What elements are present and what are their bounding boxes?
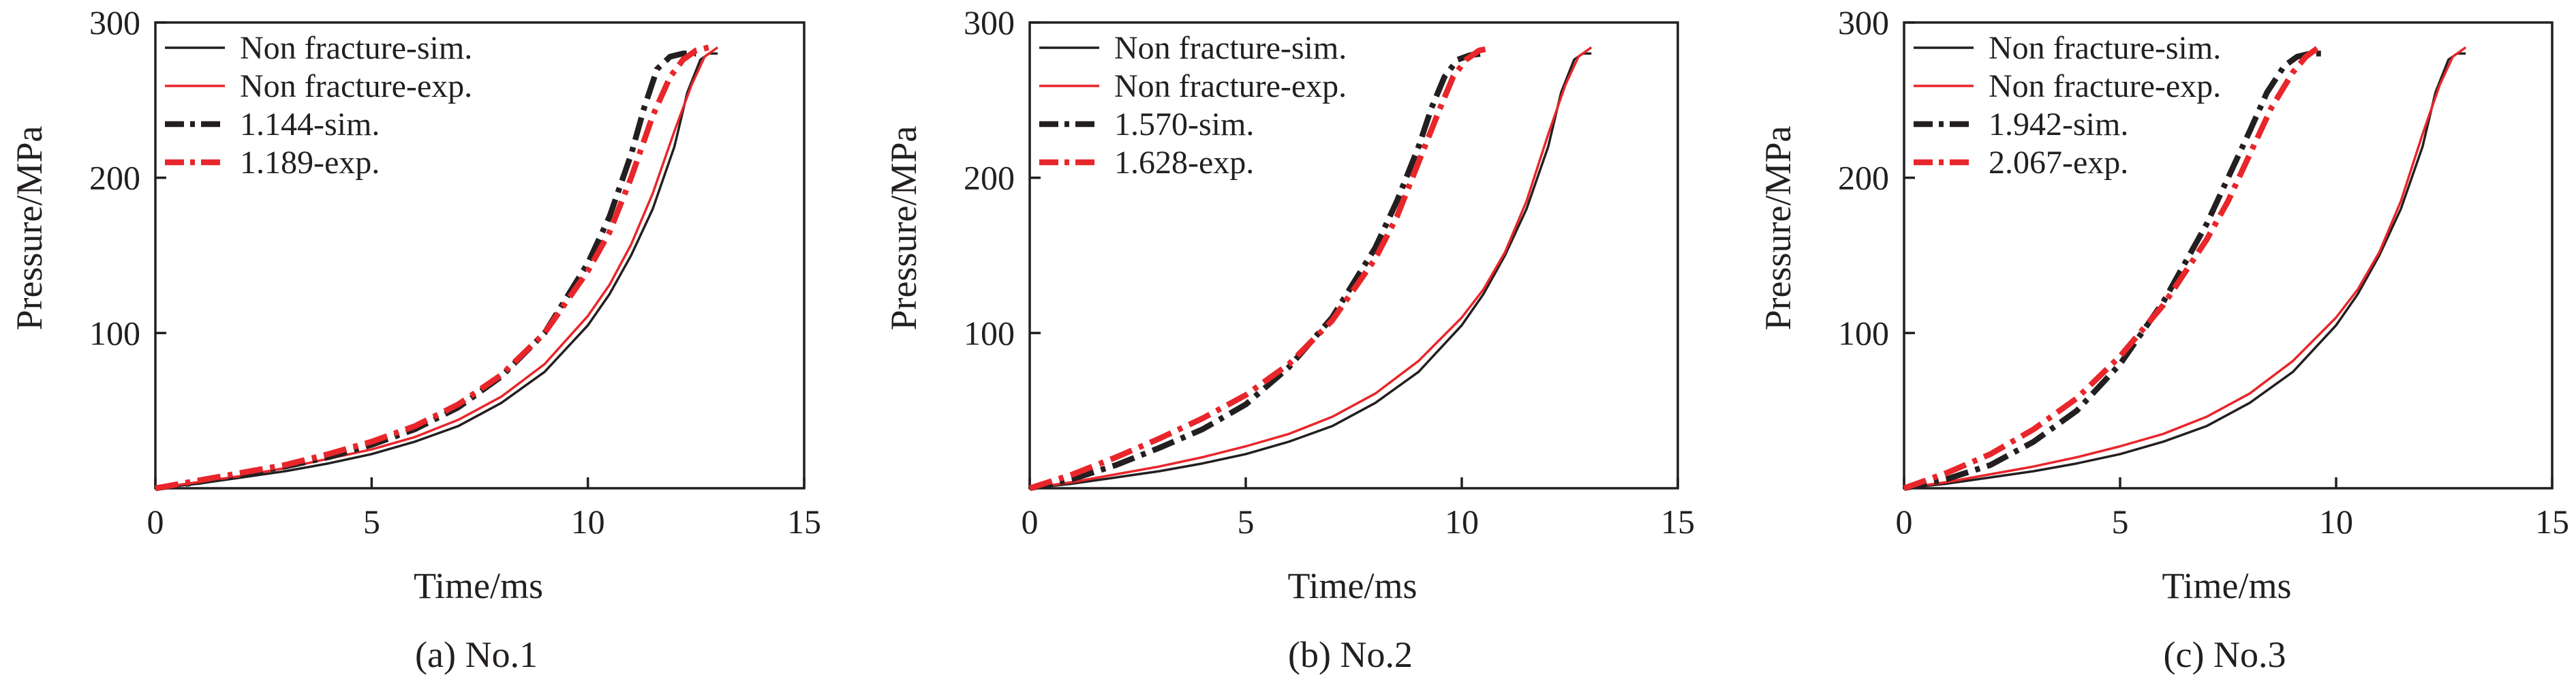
legend-label-3: 1.570-sim. [1114,106,1254,143]
legend-label-4: 1.189-exp. [240,145,380,181]
plot-frame [1903,21,2554,490]
series-line-4 [1028,46,1488,492]
y-tick-label: 300 [964,3,1015,42]
y-tick-label: 200 [89,159,140,197]
x-tick-label: 15 [787,503,821,541]
x-tick-label: 0 [1896,503,1913,541]
y-tick-label: 100 [964,314,1015,352]
y-tick-label: 300 [89,3,140,42]
y-tick-label: 200 [1838,159,1889,197]
panel-caption: (b) No.2 [1288,634,1413,675]
x-axis-label: Time/ms [414,565,543,606]
series-line-4 [1903,44,2321,491]
plot-frame [1028,21,1679,490]
x-tick-label: 5 [2112,503,2129,541]
panel-caption: (a) No.1 [415,634,538,675]
panel-caption: (c) No.3 [2164,634,2286,675]
series-line-1 [155,52,718,490]
x-tick-label: 10 [571,503,605,541]
y-axis-label: Pressure/MPa [9,125,50,330]
legend-label-2: Non fracture-exp. [240,68,472,104]
series-line-3 [1903,50,2323,492]
y-axis-label: Pressure/MPa [1758,125,1798,330]
x-tick-label: 5 [363,503,380,541]
y-tick-label: 100 [89,314,140,352]
y-axis-label: Pressure/MPa [883,125,924,330]
y-tick-label: 100 [1838,314,1889,352]
series-line-2 [155,46,719,490]
series-line-4 [155,44,710,492]
x-tick-label: 0 [147,503,164,541]
legend-label-3: 1.942-sim. [1989,106,2128,143]
legend-label-4: 1.628-exp. [1114,145,1254,181]
y-tick-label: 200 [964,159,1015,197]
series-line-1 [1029,52,1592,490]
series-line-3 [1029,50,1484,492]
legend-label-3: 1.144-sim. [240,106,380,143]
x-tick-label: 10 [2319,503,2353,541]
x-tick-label: 10 [1445,503,1479,541]
x-tick-label: 0 [1022,503,1039,541]
legend-label-2: Non fracture-exp. [1989,68,2221,104]
chart-panel-2: 0 5 10 15 100 200 300 Time/ms Pressure/MPa (b) No… [883,3,1695,675]
legend-label-1: Non fracture-sim. [240,30,472,66]
legend-label-1: Non fracture-sim. [1114,30,1347,66]
legend-label-1: Non fracture-sim. [1989,30,2221,66]
chart-panel-1: 0 5 10 15 100 200 300 Time/ms Pressure/MPa (a) No… [9,3,821,675]
chart-panel-3: 0 5 10 15 100 200 300 Time/ms Pressure/MPa (c) No… [1758,3,2569,675]
x-tick-label: 5 [1238,503,1255,541]
y-tick-label: 300 [1838,3,1889,42]
series-line-1 [1903,52,2466,490]
series-line-2 [1903,46,2467,490]
x-axis-label: Time/ms [2162,565,2291,606]
plot-frame [154,21,806,490]
x-tick-label: 15 [1661,503,1695,541]
legend-label-2: Non fracture-exp. [1114,68,1347,104]
x-axis-label: Time/ms [1287,565,1417,606]
legend-label-4: 2.067-exp. [1989,145,2128,181]
series-line-2 [1029,46,1593,490]
x-tick-label: 15 [2535,503,2569,541]
